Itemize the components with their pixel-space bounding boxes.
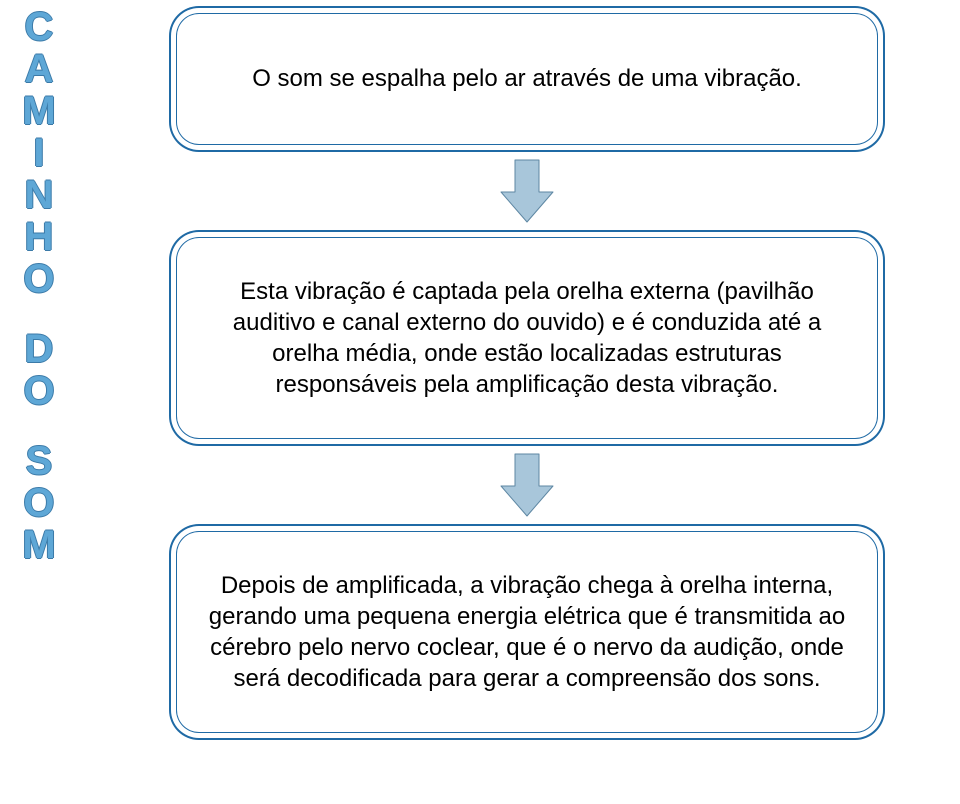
step-text-2: Esta vibração é captada pela orelha exte… [213, 276, 841, 401]
side-letter: O [22, 482, 55, 524]
side-group-1: C A M I N H O [22, 6, 55, 300]
side-letter: O [22, 258, 55, 300]
side-letter: N [22, 174, 55, 216]
side-letter: M [22, 90, 55, 132]
arrow-down-icon [497, 158, 557, 224]
step-text-3: Depois de amplificada, a vibração chega … [207, 570, 847, 695]
step-box-2: Esta vibração é captada pela orelha exte… [177, 238, 877, 438]
side-letter: O [23, 370, 54, 412]
step-box-3: Depois de amplificada, a vibração chega … [177, 532, 877, 732]
side-column: C A M I N H O D O S O M [4, 6, 74, 784]
side-letter: I [22, 132, 55, 174]
side-letter: C [22, 6, 55, 48]
side-group-2: D O [23, 328, 54, 412]
side-letter: A [22, 48, 55, 90]
side-letter: S [22, 440, 55, 482]
step-box-1: O som se espalha pelo ar através de uma … [177, 14, 877, 144]
page-root: C A M I N H O D O S O M O som se espalha… [0, 0, 960, 804]
side-letter: H [22, 216, 55, 258]
side-group-3: S O M [22, 440, 55, 566]
side-letter: D [23, 328, 54, 370]
side-letter: M [22, 524, 55, 566]
step-text-1: O som se espalha pelo ar através de uma … [252, 63, 802, 94]
main-column: O som se espalha pelo ar através de uma … [74, 6, 920, 784]
arrow-down-icon [497, 452, 557, 518]
